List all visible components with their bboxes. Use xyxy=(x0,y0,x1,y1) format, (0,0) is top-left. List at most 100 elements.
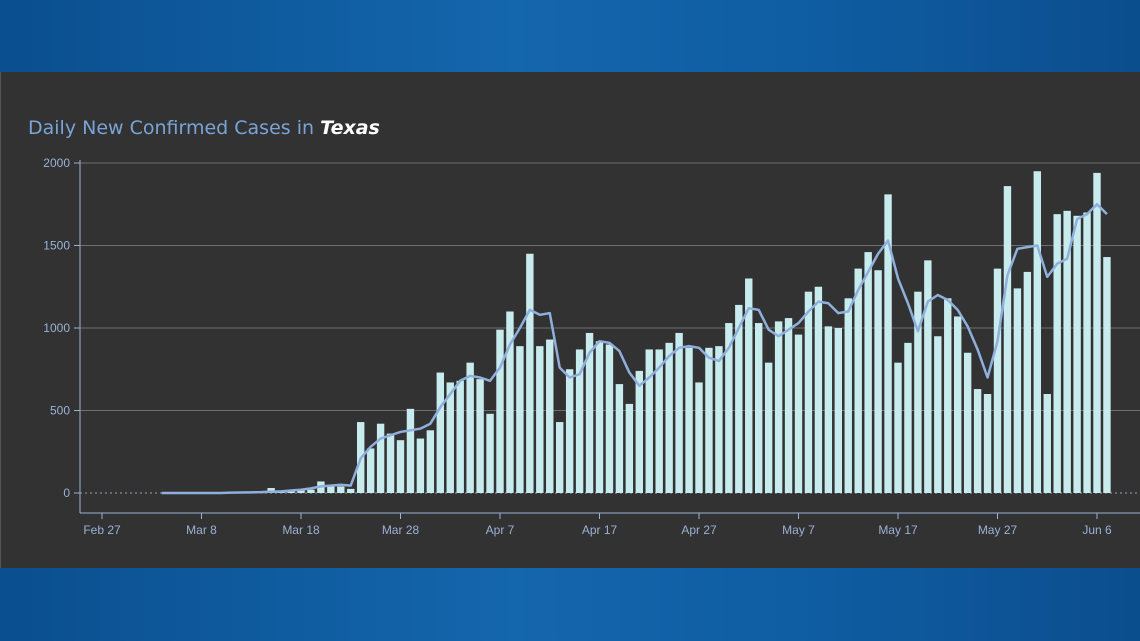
case-bar xyxy=(784,318,793,493)
x-tick-label: May 27 xyxy=(978,523,1018,537)
case-bar xyxy=(446,382,454,493)
case-bar xyxy=(834,328,842,493)
case-bar xyxy=(565,369,574,493)
case-bar xyxy=(625,403,634,493)
case-bar xyxy=(1063,210,1071,493)
case-bar xyxy=(1083,212,1091,493)
case-bar xyxy=(1093,172,1101,493)
case-bar xyxy=(715,346,723,493)
case-bar xyxy=(585,332,594,493)
case-bar xyxy=(1013,288,1022,493)
case-bar xyxy=(635,370,643,493)
chart-title: Daily New Confirmed Cases in Texas xyxy=(28,117,380,139)
case-bar xyxy=(396,440,405,493)
case-bar xyxy=(1103,257,1111,493)
case-bar xyxy=(973,389,982,493)
case-bar xyxy=(546,339,554,493)
y-tick-label: 1000 xyxy=(43,321,70,335)
case-bar xyxy=(993,268,1002,493)
x-tick-label: Mar 28 xyxy=(382,523,420,537)
moving-average-line xyxy=(161,203,1108,495)
x-tick-label: Mar 18 xyxy=(282,523,320,537)
y-tick-label: 0 xyxy=(63,486,70,500)
case-bar xyxy=(1073,215,1081,494)
case-bar xyxy=(914,291,922,493)
case-bar xyxy=(605,344,614,493)
case-bar xyxy=(496,329,504,493)
chart-title-prefix: Daily New Confirmed Cases in xyxy=(28,117,315,139)
x-tick-label: Jun 6 xyxy=(1082,523,1112,537)
case-bar xyxy=(924,260,932,493)
case-bar xyxy=(536,346,544,493)
case-bar xyxy=(526,253,534,493)
case-bar xyxy=(416,438,425,493)
case-bar xyxy=(456,380,464,493)
case-bar xyxy=(934,336,942,493)
y-tick-label: 500 xyxy=(50,404,70,418)
x-tick-label: Apr 17 xyxy=(582,523,618,537)
case-bar xyxy=(675,332,683,493)
case-bar xyxy=(1003,186,1012,493)
x-tick-label: May 17 xyxy=(878,523,918,537)
case-bar xyxy=(615,384,624,493)
case-bar xyxy=(426,430,435,493)
case-bar xyxy=(665,342,673,493)
case-bar xyxy=(695,382,703,493)
case-bar xyxy=(327,484,335,493)
case-bar xyxy=(337,486,345,493)
case-bar xyxy=(844,298,852,493)
case-bar xyxy=(347,488,355,494)
x-tick-label: Feb 27 xyxy=(83,523,121,537)
case-bar xyxy=(755,323,763,493)
case-bar xyxy=(854,268,862,493)
case-bar xyxy=(376,423,385,493)
case-bar xyxy=(904,342,912,493)
case-bar xyxy=(864,252,872,493)
y-tick-label: 2000 xyxy=(43,156,70,170)
case-bar xyxy=(963,352,972,493)
case-bar xyxy=(954,316,962,493)
case-bar xyxy=(824,326,833,493)
x-tick-label: Apr 7 xyxy=(486,523,515,537)
case-bar xyxy=(685,347,693,493)
case-bar xyxy=(307,489,315,493)
case-bar xyxy=(287,491,295,493)
case-bar xyxy=(725,323,733,493)
case-bar xyxy=(804,291,813,493)
case-bar xyxy=(476,379,484,493)
case-bar xyxy=(516,346,524,493)
case-bar xyxy=(894,362,902,493)
x-tick-label: May 7 xyxy=(782,523,815,537)
case-bar xyxy=(874,270,882,493)
case-bar xyxy=(486,413,494,493)
case-bar xyxy=(556,422,564,493)
case-bar xyxy=(774,321,783,493)
case-bar xyxy=(944,298,952,493)
case-bar xyxy=(436,372,444,493)
x-tick-label: Apr 27 xyxy=(681,523,717,537)
case-bar xyxy=(297,490,305,493)
case-bar xyxy=(466,362,474,493)
case-bar xyxy=(406,408,415,493)
case-bar xyxy=(575,349,584,493)
header-banner xyxy=(0,0,1140,72)
case-bar xyxy=(506,311,514,493)
case-bar xyxy=(1053,214,1061,493)
case-bar xyxy=(1043,394,1051,493)
y-tick-label: 1500 xyxy=(43,239,70,253)
case-bar xyxy=(764,362,773,493)
footer-banner xyxy=(0,568,1140,641)
case-bar xyxy=(366,448,375,493)
case-bar xyxy=(983,394,992,493)
case-bar xyxy=(705,347,713,493)
case-bar xyxy=(884,194,892,493)
x-tick-label: Mar 8 xyxy=(186,523,217,537)
chart-title-state: Texas xyxy=(320,117,380,139)
case-bar xyxy=(794,334,803,493)
case-bar xyxy=(735,304,743,493)
case-bar xyxy=(595,341,604,493)
case-bar xyxy=(745,278,753,493)
case-bar xyxy=(645,349,653,493)
case-bar xyxy=(1023,271,1032,493)
